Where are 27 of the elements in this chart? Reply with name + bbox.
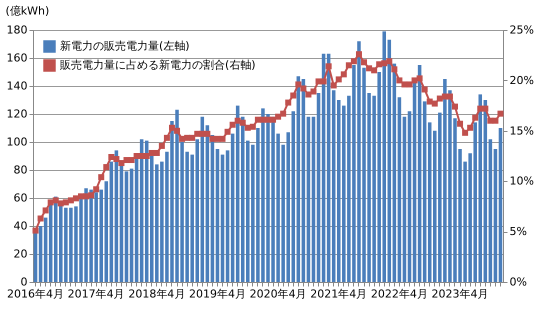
x-tick-label: 2017年4月 (68, 288, 125, 300)
y-tick-label: 60 (14, 192, 28, 204)
x-tick-label: 2020年4月 (250, 288, 307, 300)
y-tick-label: 0 (20, 276, 28, 288)
y2-tick-label: 0% (510, 276, 527, 288)
x-tick-label: 2023年4月 (432, 288, 489, 300)
y-tick-label: 140 (6, 80, 28, 92)
y-tick-label: 100 (6, 136, 28, 148)
y2-tick-label: 15% (510, 124, 534, 138)
y-tick-label: 20 (14, 248, 28, 260)
y-axis-title: (億kWh) (6, 4, 50, 18)
y-tick-label: 40 (14, 220, 28, 232)
y-tick-label: 80 (14, 164, 28, 176)
y2-tick-label: 20% (510, 74, 534, 87)
y2-tick-label: 10% (510, 174, 534, 188)
x-tick-label: 2019年4月 (188, 288, 246, 300)
y-tick-label: 120 (6, 108, 28, 120)
y2-tick-label: 25% (510, 24, 534, 36)
legend-label: 新電力の販売電力量(左軸) (60, 40, 190, 52)
x-tick-label: 2022年4月 (370, 288, 428, 300)
y-tick-label: 180 (6, 24, 28, 36)
x-tick-label: 2021年4月 (310, 288, 368, 300)
legend-label: 販売電力量に占める新電力の割合(右軸) (60, 58, 256, 72)
y2-tick-label: 5% (510, 225, 527, 238)
y-tick-label: 160 (6, 52, 28, 64)
x-tick-label: 2016年4月 (7, 288, 64, 300)
x-tick-label: 2018年4月 (128, 288, 186, 300)
